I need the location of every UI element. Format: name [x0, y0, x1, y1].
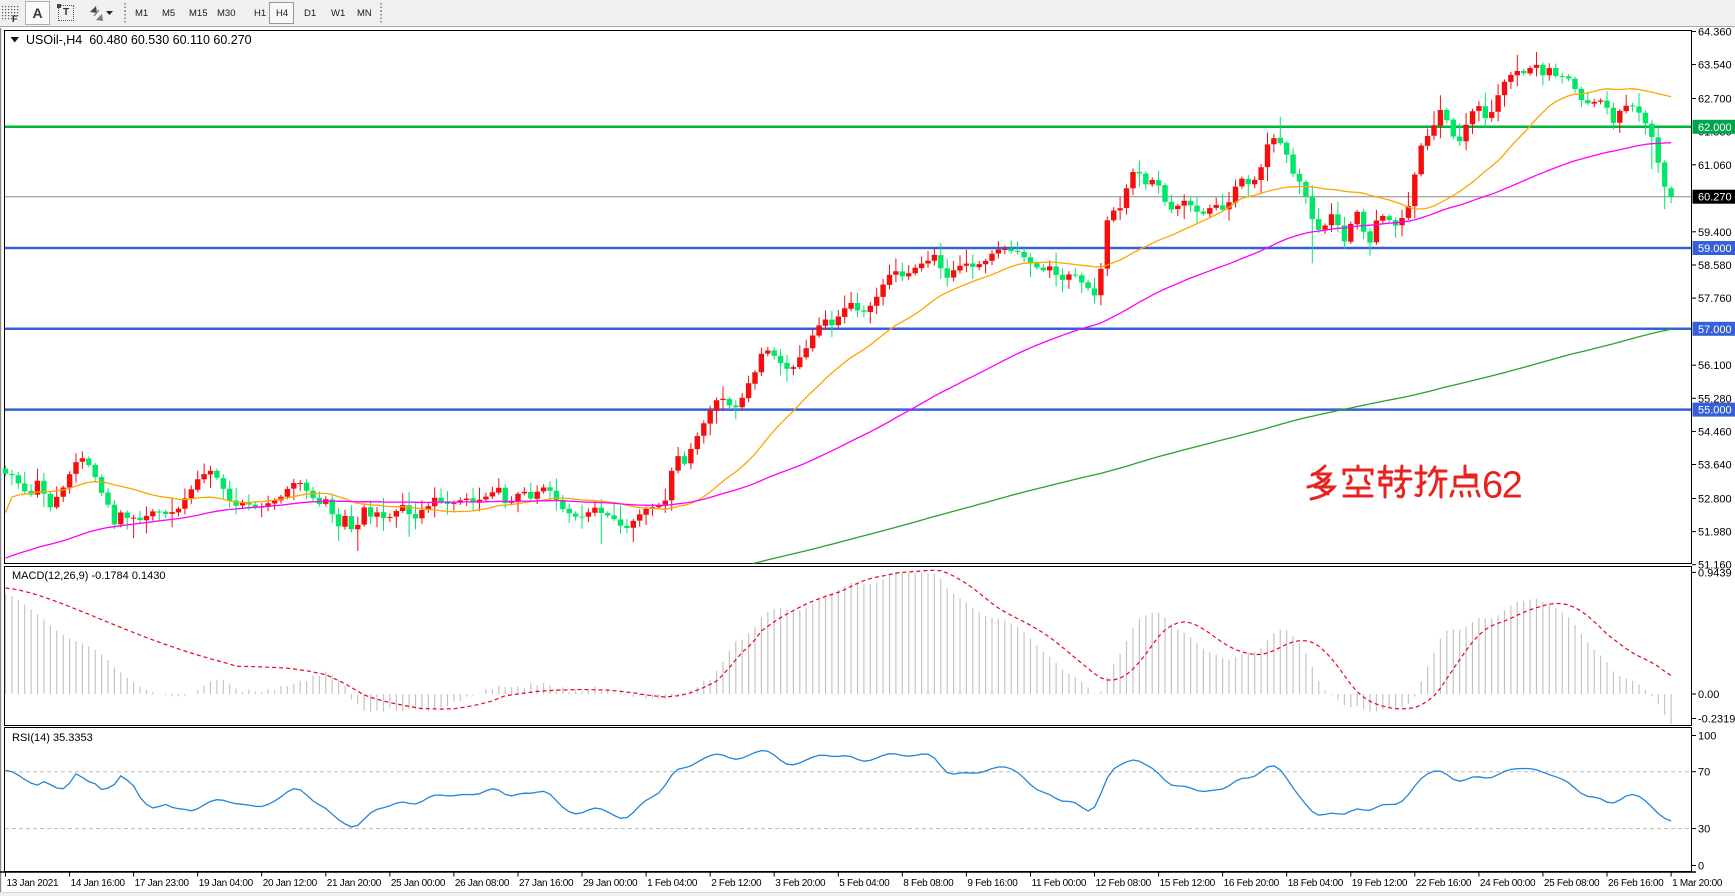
svg-text:30: 30 [1698, 824, 1710, 836]
svg-text:18 Feb 04:00: 18 Feb 04:00 [1288, 878, 1344, 889]
svg-text:8 Feb 08:00: 8 Feb 08:00 [903, 878, 954, 889]
svg-text:2 Feb 12:00: 2 Feb 12:00 [711, 878, 762, 889]
svg-text:29 Jan 00:00: 29 Jan 00:00 [583, 878, 638, 889]
svg-text:1 Feb 04:00: 1 Feb 04:00 [647, 878, 698, 889]
svg-text:62.000: 62.000 [1698, 122, 1732, 134]
svg-text:62.700: 62.700 [1698, 94, 1732, 106]
svg-text:57.000: 57.000 [1698, 324, 1732, 336]
svg-text:RSI(14) 35.3353: RSI(14) 35.3353 [12, 732, 93, 744]
svg-text:F: F [12, 14, 18, 22]
svg-text:56.100: 56.100 [1698, 360, 1732, 372]
svg-text:1 Mar 20:00: 1 Mar 20:00 [1672, 878, 1723, 889]
svg-text:58.580: 58.580 [1698, 260, 1732, 272]
svg-text:61.060: 61.060 [1698, 160, 1732, 172]
svg-text:25 Jan 00:00: 25 Jan 00:00 [391, 878, 446, 889]
svg-text:55.000: 55.000 [1698, 405, 1732, 417]
svg-text:15 Feb 12:00: 15 Feb 12:00 [1160, 878, 1216, 889]
svg-text:17 Jan 23:00: 17 Jan 23:00 [135, 878, 190, 889]
svg-text:100: 100 [1698, 731, 1716, 743]
svg-text:25 Feb 08:00: 25 Feb 08:00 [1544, 878, 1600, 889]
svg-text:19 Jan 04:00: 19 Jan 04:00 [199, 878, 254, 889]
svg-text:26 Jan 08:00: 26 Jan 08:00 [455, 878, 510, 889]
svg-text:27 Jan 16:00: 27 Jan 16:00 [519, 878, 574, 889]
svg-text:59.000: 59.000 [1698, 243, 1732, 255]
svg-text:21 Jan 20:00: 21 Jan 20:00 [327, 878, 382, 889]
svg-text:26 Feb 16:00: 26 Feb 16:00 [1608, 878, 1664, 889]
svg-text:62: 62 [1482, 465, 1522, 507]
svg-text:59.400: 59.400 [1698, 227, 1732, 239]
svg-text:MACD(12,26,9) -0.1784 0.1430: MACD(12,26,9) -0.1784 0.1430 [12, 570, 165, 582]
svg-text:13 Jan 2021: 13 Jan 2021 [7, 878, 59, 889]
svg-text:63.540: 63.540 [1698, 60, 1732, 72]
svg-text:11 Feb 00:00: 11 Feb 00:00 [1032, 878, 1087, 889]
svg-text:57.760: 57.760 [1698, 293, 1732, 305]
svg-text:5 Feb 04:00: 5 Feb 04:00 [839, 878, 890, 889]
svg-text:53.640: 53.640 [1698, 460, 1732, 472]
svg-text:54.460: 54.460 [1698, 426, 1732, 438]
svg-text:9 Feb 16:00: 9 Feb 16:00 [967, 878, 1018, 889]
svg-text:20 Jan 12:00: 20 Jan 12:00 [263, 878, 318, 889]
svg-text:55.280: 55.280 [1698, 393, 1732, 405]
svg-text:16 Feb 20:00: 16 Feb 20:00 [1224, 878, 1280, 889]
svg-text:-0.2319: -0.2319 [1698, 714, 1735, 726]
svg-text:0.00: 0.00 [1698, 689, 1719, 701]
svg-text:24 Feb 00:00: 24 Feb 00:00 [1480, 878, 1536, 889]
svg-text:52.800: 52.800 [1698, 494, 1732, 506]
svg-text:12 Feb 08:00: 12 Feb 08:00 [1096, 878, 1152, 889]
svg-text:14 Jan 16:00: 14 Jan 16:00 [71, 878, 126, 889]
svg-text:USOil-,H4 60.480 60.530 60.11: USOil-,H4 60.480 60.530 60.110 60.270 [26, 33, 252, 47]
svg-text:51.980: 51.980 [1698, 527, 1732, 539]
svg-text:19 Feb 12:00: 19 Feb 12:00 [1352, 878, 1408, 889]
svg-text:60.270: 60.270 [1698, 192, 1732, 204]
svg-text:51.160: 51.160 [1698, 560, 1732, 572]
svg-text:22 Feb 16:00: 22 Feb 16:00 [1416, 878, 1472, 889]
svg-text:3 Feb 20:00: 3 Feb 20:00 [775, 878, 826, 889]
svg-text:0: 0 [1698, 861, 1704, 873]
svg-text:70: 70 [1698, 767, 1710, 779]
svg-text:0.9439: 0.9439 [1698, 567, 1732, 579]
svg-text:64.360: 64.360 [1698, 27, 1732, 39]
